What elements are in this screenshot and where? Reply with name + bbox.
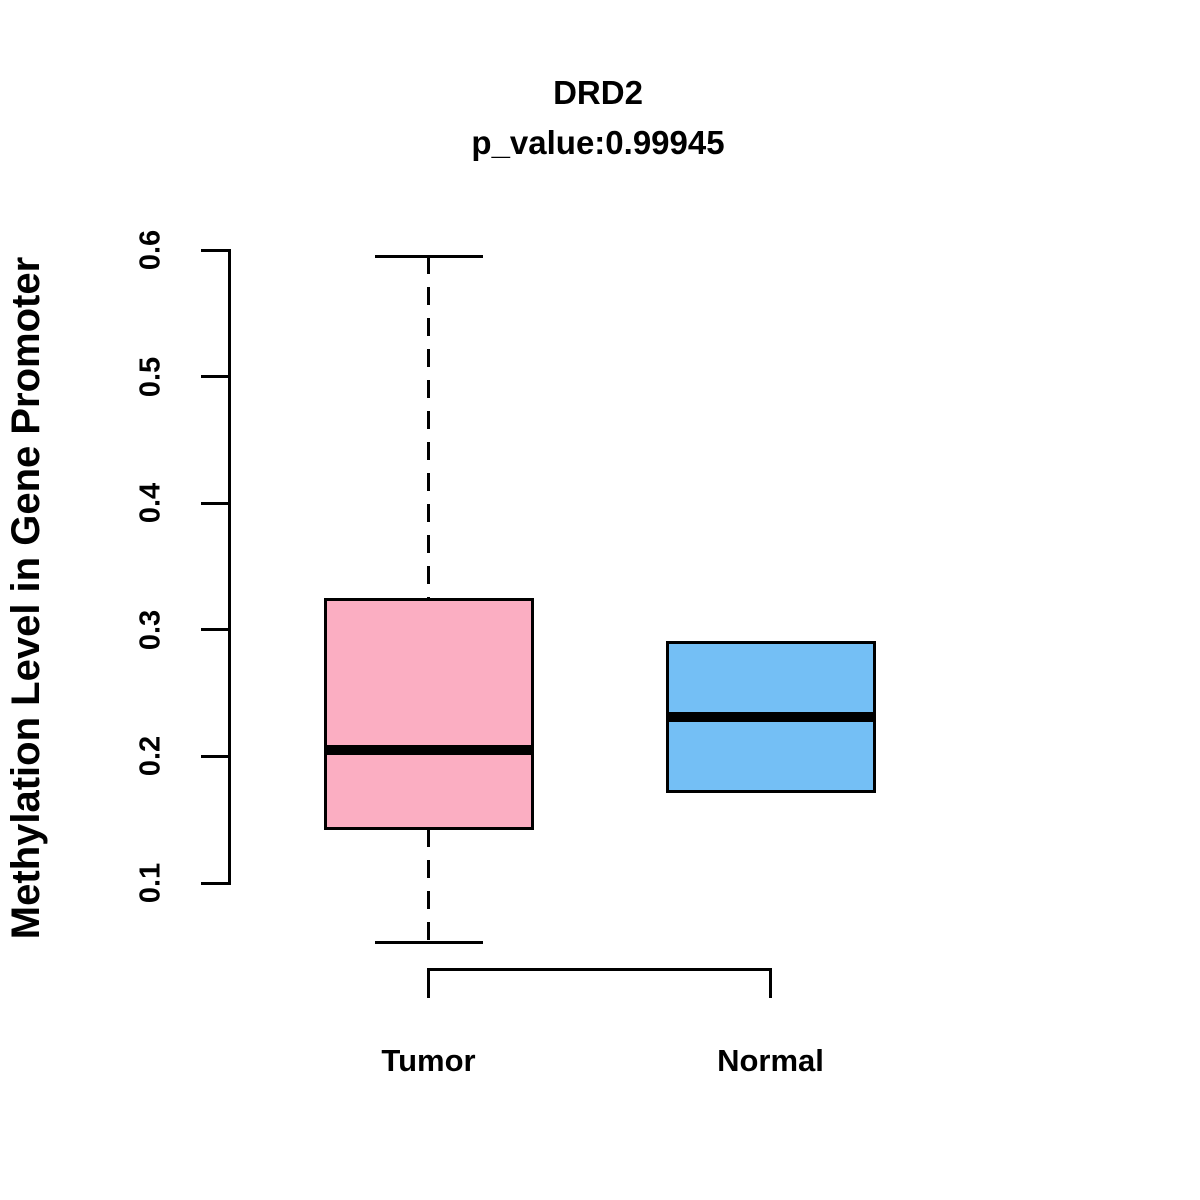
y-axis-tick-label: 0.4 bbox=[134, 483, 167, 524]
y-axis-tick bbox=[201, 501, 229, 505]
y-axis-tick bbox=[201, 754, 229, 758]
x-axis-tick-tumor bbox=[427, 969, 430, 998]
whisker-cap-lower-tumor bbox=[374, 941, 483, 944]
chart-title-gene: DRD2 bbox=[553, 74, 643, 111]
median-line-normal bbox=[667, 712, 874, 723]
whisker-cap-upper-tumor bbox=[374, 254, 483, 258]
chart-title: DRD2 p_value:0.99945 bbox=[471, 68, 724, 168]
y-axis-tick-label: 0.6 bbox=[134, 229, 167, 271]
y-axis-tick bbox=[201, 881, 229, 885]
x-category-label-normal: Normal bbox=[717, 1043, 824, 1078]
y-axis-tick bbox=[201, 248, 229, 252]
x-axis-tick-normal bbox=[769, 969, 772, 998]
y-axis-tick-label: 0.5 bbox=[134, 356, 167, 397]
y-axis-tick-label: 0.1 bbox=[134, 862, 167, 904]
whisker-lower-tumor bbox=[427, 828, 430, 943]
y-axis-tick bbox=[201, 628, 229, 632]
median-line-tumor bbox=[325, 745, 532, 756]
x-axis-line bbox=[427, 967, 772, 971]
y-axis-tick-label: 0.2 bbox=[134, 736, 167, 777]
whisker-upper-tumor bbox=[427, 256, 430, 600]
chart-title-pvalue: p_value:0.99945 bbox=[471, 124, 725, 161]
y-axis-tick bbox=[201, 375, 229, 379]
y-axis-line bbox=[227, 248, 231, 885]
box-tumor bbox=[323, 597, 534, 831]
y-axis-tick-label: 0.3 bbox=[134, 609, 167, 650]
x-category-label-tumor: Tumor bbox=[381, 1043, 476, 1078]
